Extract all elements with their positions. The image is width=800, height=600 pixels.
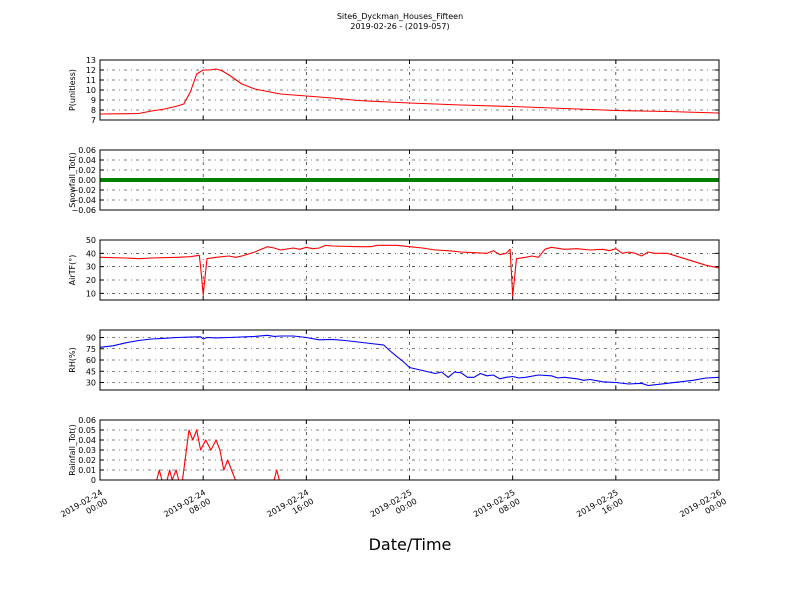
panel-2-y-tick-label-1: −0.04 (71, 196, 96, 205)
panel-5-y-tick-label-3: 0.03 (78, 446, 96, 455)
figure-title: Site6_Dyckman_Houses_Fifteen (337, 12, 463, 21)
panel-5-y-tick-label-2: 0.02 (78, 456, 96, 465)
panel-3: 10 20 30 40 50 AirTF(°) (68, 236, 720, 301)
panel-2-y-tick-label-2: −0.02 (71, 186, 96, 195)
figure-subtitle: 2019-02-26 - (2019-057) (350, 22, 449, 31)
panel-3-y-tick-label-3: 40 (86, 249, 96, 258)
panel-1-y-tick-label-4: 11 (86, 76, 96, 85)
panel-2-y-tick-label-6: 0.06 (78, 146, 96, 155)
panel-5-frame (99, 419, 720, 481)
panel-3-y-tick-label-4: 50 (86, 236, 96, 245)
panel-3-y-tick-label-0: 10 (86, 289, 96, 298)
panel-2-y-tick-label-5: 0.04 (78, 156, 96, 165)
panel-4-y-tick-label-0: 30 (86, 379, 96, 388)
panel-2-y-tick-label-3: 0.00 (78, 176, 96, 185)
panel-4-y-axis-label: RH(%) (68, 347, 77, 372)
panel-2: −0.06−0.04−0.020.000.020.040.06Snowfall_… (68, 146, 720, 215)
panel-2-y-tick-label-4: 0.02 (78, 166, 96, 175)
panel-5-y-tick-label-6: 0.06 (78, 416, 96, 425)
panel-1-y-tick-label-0: 7 (91, 116, 96, 125)
panel-2-y-tick-label-0: −0.06 (71, 206, 96, 215)
panel-3-series-line (99, 244, 720, 297)
panel-5-y-tick-label-5: 0.05 (78, 426, 96, 435)
panel-1-y-tick-label-3: 10 (86, 86, 96, 95)
panel-1-y-tick-label-5: 12 (86, 66, 96, 75)
panel-3-y-tick-label-2: 30 (86, 263, 96, 272)
panel-1-series-line (99, 68, 720, 115)
panel-3-frame (99, 239, 720, 301)
panel-3-y-tick-label-1: 20 (86, 276, 96, 285)
panel-5-y-tick-label-4: 0.04 (78, 436, 96, 445)
panel-2-frame (99, 149, 720, 211)
panel-1-frame (99, 59, 720, 121)
panel-4-frame (99, 329, 720, 391)
panel-5-series-line (100, 429, 719, 481)
panel-1-y-tick-label-6: 13 (86, 56, 96, 65)
panel-4-y-tick-label-2: 60 (86, 356, 96, 365)
panel-4-y-tick-label-1: 45 (86, 367, 96, 376)
panel-2-y-axis-label: Snowfall_Tot() (68, 152, 77, 208)
panel-5-y-tick-label-0: 0 (91, 476, 96, 485)
panel-4: 30 45 60 75 90 RH(%) (68, 329, 720, 391)
panel-3-y-axis-label: AirTF(°) (68, 255, 77, 286)
panel-1-y-tick-label-2: 9 (91, 96, 96, 105)
panel-4-y-tick-label-4: 90 (86, 334, 96, 343)
panel-4-y-tick-label-3: 75 (86, 345, 96, 354)
panel-1-y-tick-label-1: 8 (91, 106, 96, 115)
panel-1-y-axis-label: P(unitless) (68, 69, 77, 111)
panels-group: 78910111213P(unitless)−0.06−0.04−0.020.0… (68, 56, 720, 485)
panel-4-series-line (99, 334, 720, 387)
x-axis-label: Date/Time (369, 535, 452, 554)
panel-5-y-tick-label-1: 0.01 (78, 466, 96, 475)
panel-5-y-axis-label: Rainfall_Tot() (68, 424, 77, 476)
